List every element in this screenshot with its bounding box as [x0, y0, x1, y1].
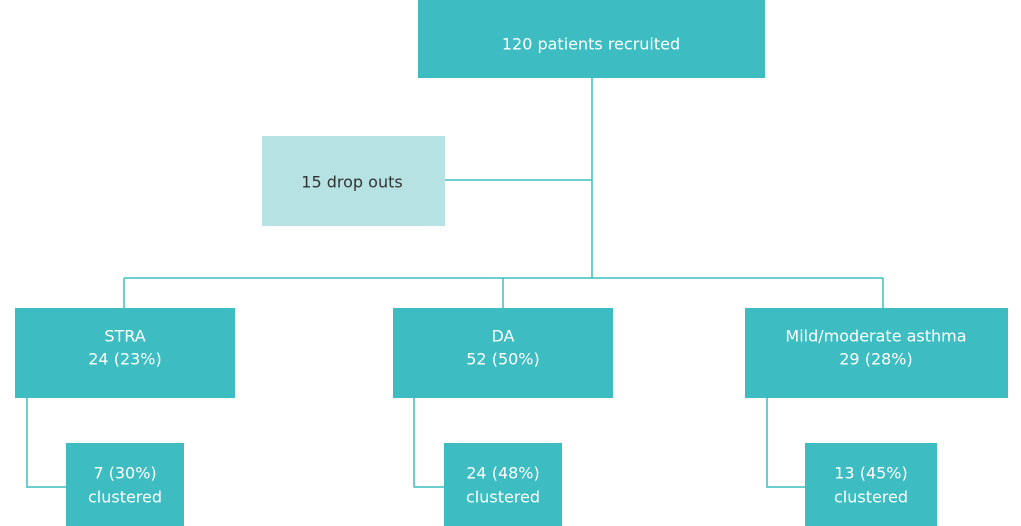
node-label: 120 patients recruited: [502, 35, 680, 54]
connector: [26, 398, 66, 488]
node-label: 13 (45%): [834, 464, 908, 483]
node-label: 52 (50%): [466, 350, 540, 369]
node-label: clustered: [88, 488, 162, 507]
connector: [413, 398, 444, 488]
node-box: [393, 308, 613, 398]
connector: [766, 398, 805, 488]
node-box: [418, 0, 765, 78]
node-label: STRA: [104, 327, 145, 346]
node-label: DA: [492, 327, 515, 346]
node-box: [66, 443, 184, 526]
node-box: [15, 308, 235, 398]
node-box: [262, 136, 445, 226]
node-label: 7 (30%): [93, 464, 156, 483]
node-box: [444, 443, 562, 526]
node-label: 24 (48%): [466, 464, 540, 483]
node-label: Mild/moderate asthma: [785, 327, 966, 346]
node-label: clustered: [834, 488, 908, 507]
node-box: [745, 308, 1008, 398]
node-label: 24 (23%): [88, 350, 162, 369]
node-label: 15 drop outs: [301, 173, 402, 192]
node-box: [805, 443, 937, 526]
node-label: 29 (28%): [839, 350, 913, 369]
node-label: clustered: [466, 488, 540, 507]
